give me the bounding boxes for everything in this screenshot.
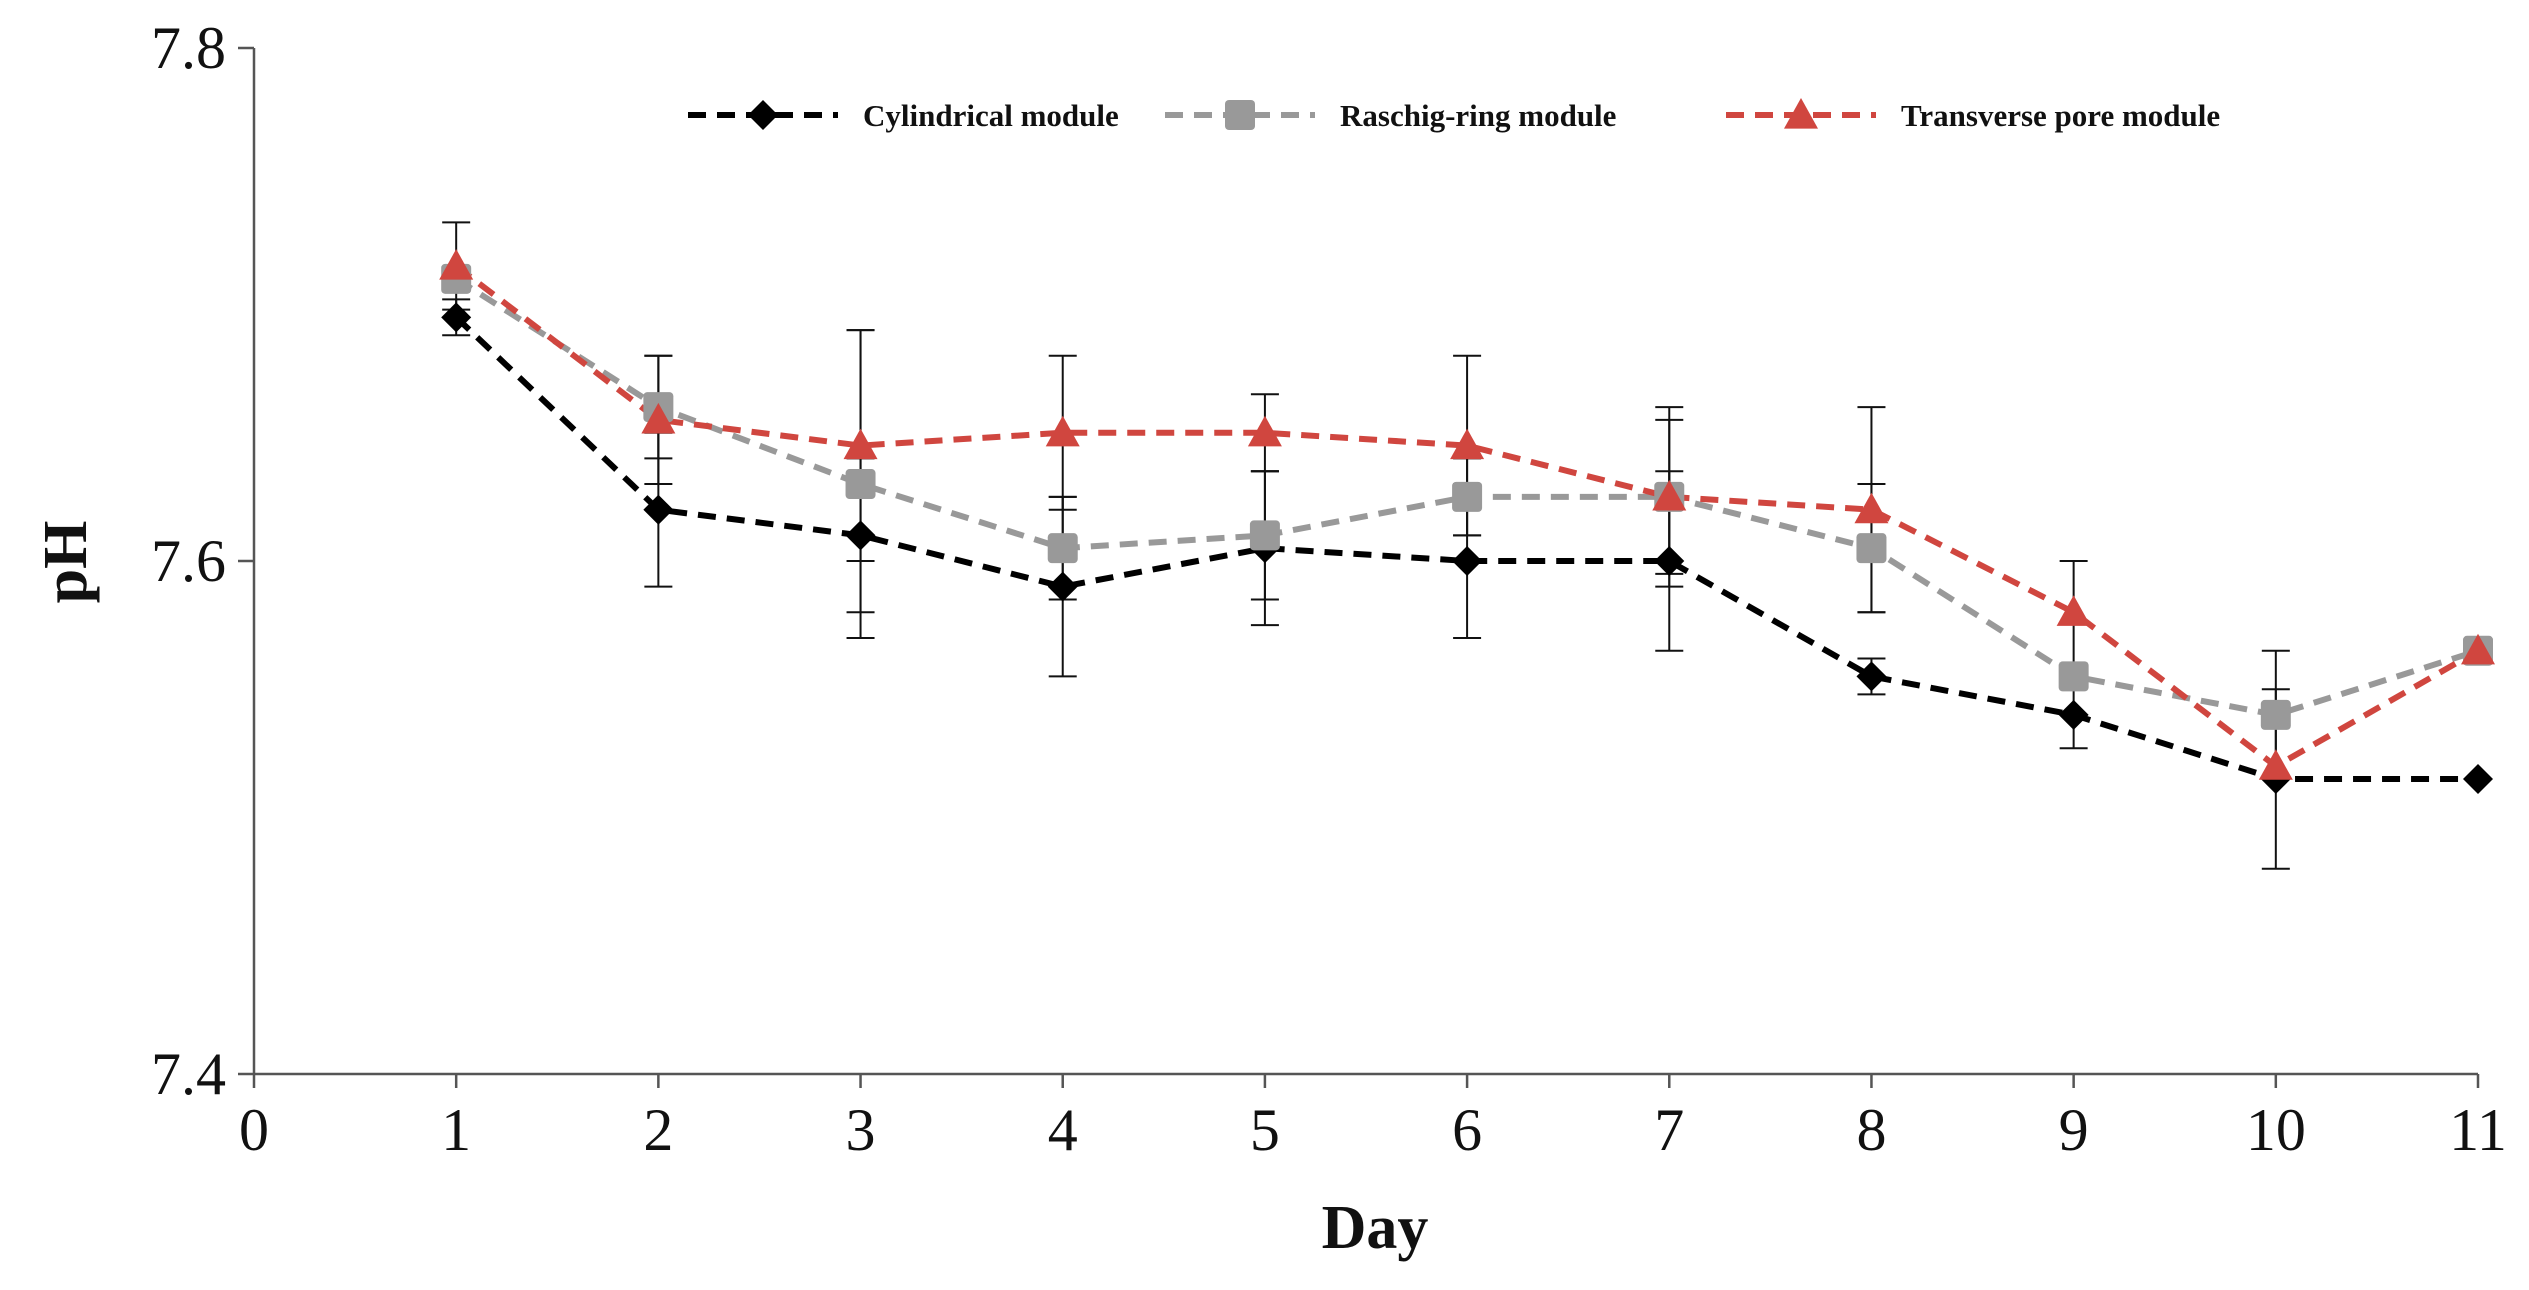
x-tick-label: 1 bbox=[441, 1097, 471, 1163]
data-point bbox=[1047, 533, 1078, 564]
legend-marker bbox=[1784, 98, 1818, 129]
legend-marker bbox=[748, 100, 778, 130]
data-point bbox=[1654, 546, 1685, 576]
x-tick-label: 2 bbox=[643, 1097, 673, 1163]
data-point bbox=[845, 469, 876, 500]
x-tick-label: 7 bbox=[1654, 1097, 1684, 1163]
x-tick-label: 8 bbox=[1856, 1097, 1886, 1163]
data-point bbox=[2260, 699, 2291, 730]
x-tick-label: 3 bbox=[846, 1097, 876, 1163]
axes: 0 1 2 3 4 5 6 7 8 9 10 11 7.4 7.6 7.8 bbox=[151, 15, 2507, 1163]
data-point bbox=[643, 494, 674, 525]
data-point bbox=[2461, 633, 2495, 665]
series-markers bbox=[439, 249, 2495, 795]
data-point bbox=[1249, 520, 1280, 551]
data-point bbox=[2056, 595, 2091, 626]
series-line-3 bbox=[454, 263, 2480, 770]
data-point bbox=[1854, 492, 1889, 524]
y-tick-label: 7.8 bbox=[151, 15, 226, 81]
error-bars bbox=[442, 221, 2290, 870]
data-point bbox=[2058, 699, 2089, 730]
data-point bbox=[845, 520, 876, 551]
data-point bbox=[1652, 479, 1687, 511]
legend: Cylindrical module Raschig-ring module Tra… bbox=[688, 98, 2220, 133]
x-tick-label: 4 bbox=[1048, 1097, 1078, 1163]
data-point bbox=[2463, 764, 2493, 795]
x-tick-label: 11 bbox=[2449, 1097, 2507, 1163]
y-tick-label: 7.4 bbox=[151, 1041, 226, 1107]
legend-label: Transverse pore module bbox=[1901, 98, 2220, 133]
data-point bbox=[1045, 415, 1080, 447]
data-point bbox=[1047, 571, 1078, 602]
y-axis-title: pH bbox=[32, 521, 100, 604]
data-point bbox=[1856, 661, 1887, 692]
x-tick-label: 6 bbox=[1452, 1097, 1482, 1163]
x-tick-label: 9 bbox=[2059, 1097, 2089, 1163]
data-point bbox=[439, 249, 474, 280]
legend-marker bbox=[1225, 100, 1255, 130]
data-point bbox=[2258, 749, 2293, 780]
legend-label: Raschig-ring module bbox=[1340, 98, 1616, 133]
x-tick-label: 5 bbox=[1250, 1097, 1280, 1163]
series-line-1 bbox=[454, 315, 2478, 783]
data-point bbox=[1247, 415, 1282, 447]
data-point bbox=[641, 402, 676, 434]
data-point bbox=[843, 428, 878, 460]
data-point bbox=[1452, 546, 1483, 576]
data-point bbox=[1452, 481, 1483, 512]
x-tick-label: 10 bbox=[2246, 1097, 2306, 1163]
y-tick-label: 7.6 bbox=[151, 528, 226, 594]
data-point bbox=[1856, 533, 1887, 564]
data-point bbox=[2058, 661, 2089, 692]
legend-label: Cylindrical module bbox=[863, 98, 1119, 133]
x-axis-title: Day bbox=[1322, 1194, 1429, 1262]
x-tick-label: 0 bbox=[239, 1097, 269, 1163]
data-point bbox=[1450, 428, 1485, 460]
data-point bbox=[441, 302, 472, 333]
